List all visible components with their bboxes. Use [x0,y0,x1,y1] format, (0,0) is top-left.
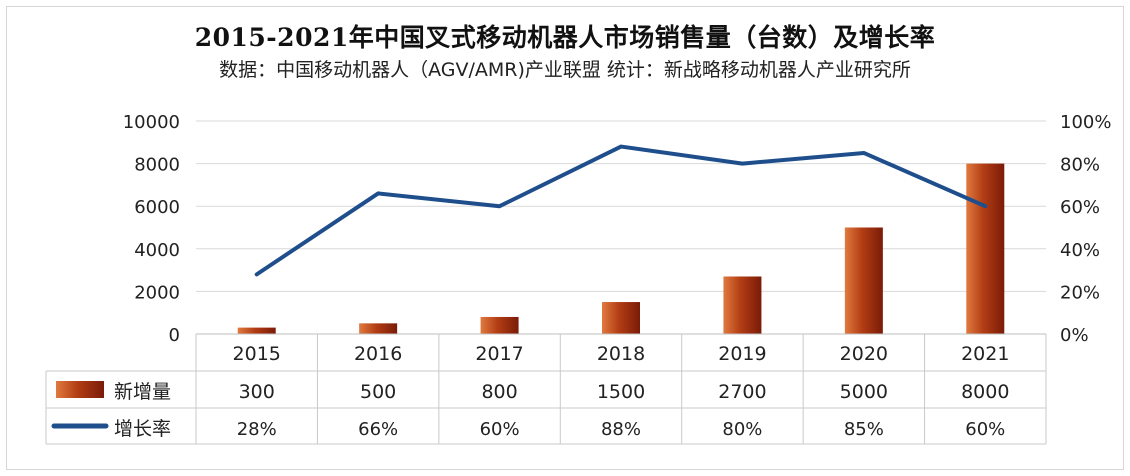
data-label-growth: 85% [844,419,884,440]
data-label-bar: 5000 [840,381,888,403]
bar [237,327,276,334]
legend-label-line: 增长率 [114,418,171,440]
x-tick-label: 2020 [840,343,888,365]
legend-label-bars: 新增量 [114,381,171,403]
data-label-bar: 8000 [961,381,1009,403]
chart-frame [6,6,1124,470]
y-left-tick-label: 6000 [134,197,180,218]
bar [480,316,519,334]
legend-bar-swatch [56,381,104,398]
bar [723,276,762,334]
x-tick-label: 2019 [718,343,766,365]
bar [844,227,883,334]
x-tick-label: 2015 [233,343,281,365]
data-label-growth: 66% [358,419,398,440]
y-right-tick-label: 80% [1060,155,1100,176]
chart-title: 2015-2021年中国叉式移动机器人市场销售量（台数）及增长率 [194,23,936,52]
y-left-tick-label: 8000 [134,155,180,176]
y-left-tick-label: 0 [169,325,180,346]
y-right-tick-label: 20% [1060,282,1100,303]
y-right-tick-label: 60% [1060,197,1100,218]
y-right-tick-label: 100% [1060,112,1111,133]
bar [359,323,398,334]
y-left-tick-label: 2000 [134,282,180,303]
data-label-growth: 88% [601,419,641,440]
data-label-growth: 60% [965,419,1005,440]
data-label-bar: 800 [481,381,517,403]
data-label-bar: 500 [360,381,396,403]
bar [966,163,1005,334]
data-label-growth: 80% [722,419,762,440]
bar [602,302,640,334]
y-left-tick-label: 10000 [123,112,180,133]
y-right-tick-label: 40% [1060,240,1100,261]
data-label-bar: 2700 [718,381,766,403]
x-tick-label: 2016 [354,343,402,365]
y-right-tick-label: 0% [1060,325,1089,346]
x-tick-label: 2018 [597,343,645,365]
x-tick-label: 2021 [961,343,1009,365]
chart-subtitle: 数据：中国移动机器人（AGV/AMR)产业联盟 统计：新战略移动机器人产业研究所 [219,59,911,81]
x-tick-label: 2017 [475,343,523,365]
data-label-growth: 60% [480,419,520,440]
data-label-bar: 1500 [597,381,645,403]
data-label-growth: 28% [237,419,277,440]
y-left-tick-label: 4000 [134,240,180,261]
data-label-bar: 300 [239,381,275,403]
